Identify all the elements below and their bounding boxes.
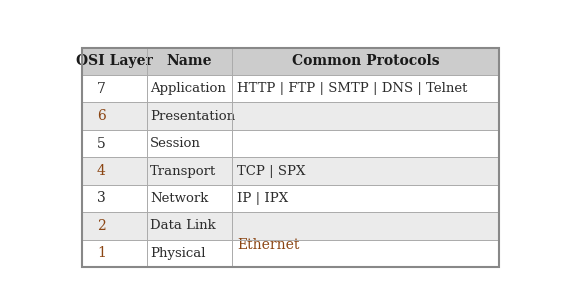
Bar <box>82 48 146 75</box>
Bar <box>232 103 500 130</box>
Bar <box>146 157 232 185</box>
Bar <box>232 130 500 157</box>
Bar <box>146 103 232 130</box>
Text: Physical: Physical <box>150 247 205 260</box>
Bar <box>82 185 146 212</box>
Bar <box>82 240 146 267</box>
Bar <box>146 48 232 75</box>
Bar <box>232 75 500 103</box>
Bar <box>146 212 232 240</box>
Text: HTTP | FTP | SMTP | DNS | Telnet: HTTP | FTP | SMTP | DNS | Telnet <box>237 82 468 95</box>
Text: Common Protocols: Common Protocols <box>292 54 439 68</box>
Bar <box>232 212 500 240</box>
Text: Ethernet: Ethernet <box>237 238 299 252</box>
Text: 7: 7 <box>97 82 105 96</box>
Text: Transport: Transport <box>150 164 216 177</box>
Bar <box>146 130 232 157</box>
Bar <box>82 130 146 157</box>
Bar <box>146 185 232 212</box>
Text: 6: 6 <box>97 109 105 123</box>
Text: Application: Application <box>150 82 226 95</box>
Text: IP | IPX: IP | IPX <box>237 192 288 205</box>
Text: Session: Session <box>150 137 201 150</box>
Bar <box>82 103 146 130</box>
Text: 5: 5 <box>97 137 105 151</box>
Bar <box>82 157 146 185</box>
Text: Presentation: Presentation <box>150 110 235 123</box>
Text: OSI Layer: OSI Layer <box>76 54 153 68</box>
Text: Name: Name <box>167 54 212 68</box>
Bar <box>232 157 500 185</box>
Bar <box>146 75 232 103</box>
Bar <box>232 48 500 75</box>
Bar <box>232 185 500 212</box>
Text: Data Link: Data Link <box>150 219 215 232</box>
Text: 1: 1 <box>97 246 105 260</box>
Text: 2: 2 <box>97 219 105 233</box>
Bar <box>146 240 232 267</box>
Text: 3: 3 <box>97 192 105 205</box>
Text: 4: 4 <box>97 164 105 178</box>
Bar <box>232 240 500 267</box>
Bar <box>82 212 146 240</box>
Bar <box>82 75 146 103</box>
Text: Network: Network <box>150 192 208 205</box>
Text: TCP | SPX: TCP | SPX <box>237 164 306 177</box>
